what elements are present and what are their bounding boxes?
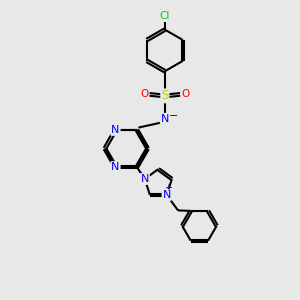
- Text: Cl: Cl: [160, 11, 170, 21]
- Text: N: N: [161, 114, 169, 124]
- Text: S: S: [161, 89, 169, 102]
- Text: −: −: [169, 111, 178, 121]
- Text: +: +: [164, 182, 172, 193]
- Text: N: N: [111, 162, 120, 172]
- Text: N: N: [163, 190, 171, 200]
- Text: N: N: [141, 174, 149, 184]
- Text: O: O: [140, 89, 148, 99]
- Text: N: N: [111, 125, 120, 135]
- Text: O: O: [181, 89, 190, 99]
